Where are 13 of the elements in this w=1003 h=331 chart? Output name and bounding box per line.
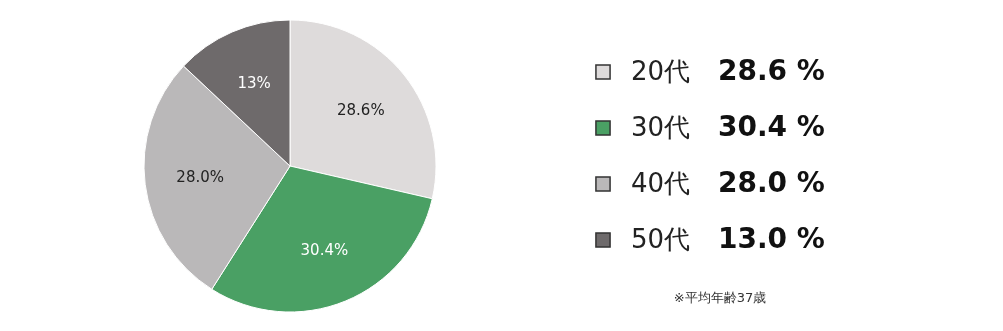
text: 30.4 % xyxy=(718,110,825,143)
data-label: 13% xyxy=(237,73,271,92)
data-label: 28.0% xyxy=(176,168,225,187)
text: ※平均年齢37歳 xyxy=(673,290,767,305)
data-label: 30.4% xyxy=(300,240,349,259)
legend-label: 40代 xyxy=(631,168,691,198)
legend-label: 50代 xyxy=(631,224,691,254)
legend-label: 30代 xyxy=(631,112,691,142)
data-label: 28.6% xyxy=(336,100,385,119)
text: 13.0 % xyxy=(718,222,825,255)
text: 28.6 % xyxy=(718,54,825,87)
legend-label: 20代 xyxy=(631,56,691,86)
text: 28.0 % xyxy=(718,166,825,199)
